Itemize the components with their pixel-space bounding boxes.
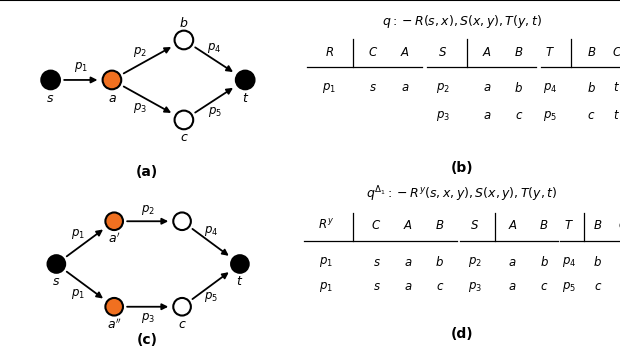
Text: $b$: $b$ — [179, 15, 188, 30]
Text: $p_5$: $p_5$ — [544, 109, 557, 122]
Text: $s$: $s$ — [370, 81, 378, 94]
Text: $c$: $c$ — [515, 109, 523, 122]
Text: $S$: $S$ — [470, 219, 479, 232]
Text: $T$: $T$ — [564, 219, 574, 232]
Text: $R^y$: $R^y$ — [318, 218, 334, 232]
Text: $B$: $B$ — [593, 219, 603, 232]
Circle shape — [236, 71, 254, 89]
Text: $p_4$: $p_4$ — [208, 41, 222, 55]
Text: $q:-R(s,x),S(x,y),T(y,t)$: $q:-R(s,x),S(x,y),T(y,t)$ — [382, 13, 542, 30]
Text: $p_2$: $p_2$ — [133, 45, 147, 59]
Text: $p_3$: $p_3$ — [467, 280, 482, 294]
Circle shape — [48, 255, 65, 273]
Text: $p_5$: $p_5$ — [562, 280, 577, 294]
Text: $a$: $a$ — [404, 256, 412, 269]
Circle shape — [42, 71, 60, 89]
Text: $p_3$: $p_3$ — [141, 311, 155, 325]
Text: $p_4$: $p_4$ — [562, 255, 577, 269]
Text: $a$: $a$ — [401, 81, 409, 94]
Text: $s$: $s$ — [52, 275, 61, 288]
Text: $a$: $a$ — [483, 109, 492, 122]
Text: $b$: $b$ — [435, 255, 444, 269]
Text: $p_1$: $p_1$ — [319, 255, 333, 269]
Text: $b$: $b$ — [182, 214, 192, 228]
Text: $c$: $c$ — [436, 281, 444, 293]
Text: $S$: $S$ — [438, 46, 448, 59]
Text: $p_5$: $p_5$ — [204, 290, 218, 304]
Text: $p_1$: $p_1$ — [71, 287, 85, 301]
Text: $R$: $R$ — [325, 46, 334, 59]
Text: (a): (a) — [135, 165, 157, 178]
Text: $C$: $C$ — [371, 219, 382, 232]
Text: $p_2$: $p_2$ — [467, 255, 482, 269]
Text: $B$: $B$ — [435, 219, 445, 232]
Text: $c$: $c$ — [180, 131, 188, 144]
Text: $A$: $A$ — [482, 46, 492, 59]
Circle shape — [175, 31, 193, 49]
Text: $s$: $s$ — [46, 92, 55, 105]
Text: $t$: $t$ — [613, 81, 620, 94]
Text: $b$: $b$ — [587, 81, 596, 95]
Text: $c$: $c$ — [587, 109, 596, 122]
Text: $a$: $a$ — [508, 256, 516, 269]
Text: $p_4$: $p_4$ — [204, 224, 218, 238]
Text: $p_1$: $p_1$ — [74, 59, 88, 74]
Text: $q^{\Delta_1}:-R^y(s,x,y),S(x,y),T(y,t)$: $q^{\Delta_1}:-R^y(s,x,y),S(x,y),T(y,t)$ — [366, 185, 557, 205]
Text: $a'$: $a'$ — [108, 232, 120, 246]
Text: $b$: $b$ — [593, 255, 602, 269]
Text: $t$: $t$ — [242, 92, 249, 105]
Text: $a$: $a$ — [508, 281, 516, 293]
Text: (d): (d) — [451, 327, 473, 341]
Text: $B$: $B$ — [539, 219, 549, 232]
Text: $C$: $C$ — [618, 219, 620, 232]
Text: $p_1$: $p_1$ — [319, 280, 333, 294]
Text: $T$: $T$ — [546, 46, 556, 59]
Text: $p_3$: $p_3$ — [436, 109, 450, 122]
Text: $p_5$: $p_5$ — [208, 105, 221, 119]
Circle shape — [173, 298, 191, 315]
Text: $A$: $A$ — [403, 219, 413, 232]
Text: $a''$: $a''$ — [107, 317, 122, 332]
Text: $c$: $c$ — [178, 318, 187, 331]
Text: $p_1$: $p_1$ — [71, 227, 85, 241]
Text: $B$: $B$ — [514, 46, 523, 59]
Text: $b$: $b$ — [515, 81, 523, 95]
Text: $p_3$: $p_3$ — [133, 101, 147, 115]
Circle shape — [102, 71, 122, 89]
Text: $B$: $B$ — [587, 46, 596, 59]
Text: $p_2$: $p_2$ — [436, 81, 450, 95]
Text: (b): (b) — [451, 161, 473, 175]
Text: $C$: $C$ — [612, 46, 620, 59]
Text: $b$: $b$ — [539, 255, 549, 269]
Text: $p_2$: $p_2$ — [141, 203, 155, 217]
Text: $a$: $a$ — [404, 281, 412, 293]
Circle shape — [105, 298, 123, 315]
Text: $p_1$: $p_1$ — [322, 81, 336, 95]
Circle shape — [231, 255, 249, 273]
Text: $A$: $A$ — [508, 219, 518, 232]
Text: $a$: $a$ — [483, 81, 492, 94]
Circle shape — [175, 111, 193, 129]
Text: $c$: $c$ — [540, 281, 548, 293]
Text: $A$: $A$ — [400, 46, 410, 59]
Text: (c): (c) — [136, 333, 157, 347]
Text: $c$: $c$ — [594, 281, 602, 293]
Text: $t$: $t$ — [236, 275, 244, 288]
Circle shape — [105, 213, 123, 230]
Text: $p_4$: $p_4$ — [543, 81, 557, 95]
Text: $s$: $s$ — [373, 256, 381, 269]
Text: $C$: $C$ — [368, 46, 378, 59]
Circle shape — [173, 213, 191, 230]
Text: $a$: $a$ — [107, 92, 117, 105]
Text: $s$: $s$ — [373, 281, 381, 293]
Text: $t$: $t$ — [613, 109, 620, 122]
